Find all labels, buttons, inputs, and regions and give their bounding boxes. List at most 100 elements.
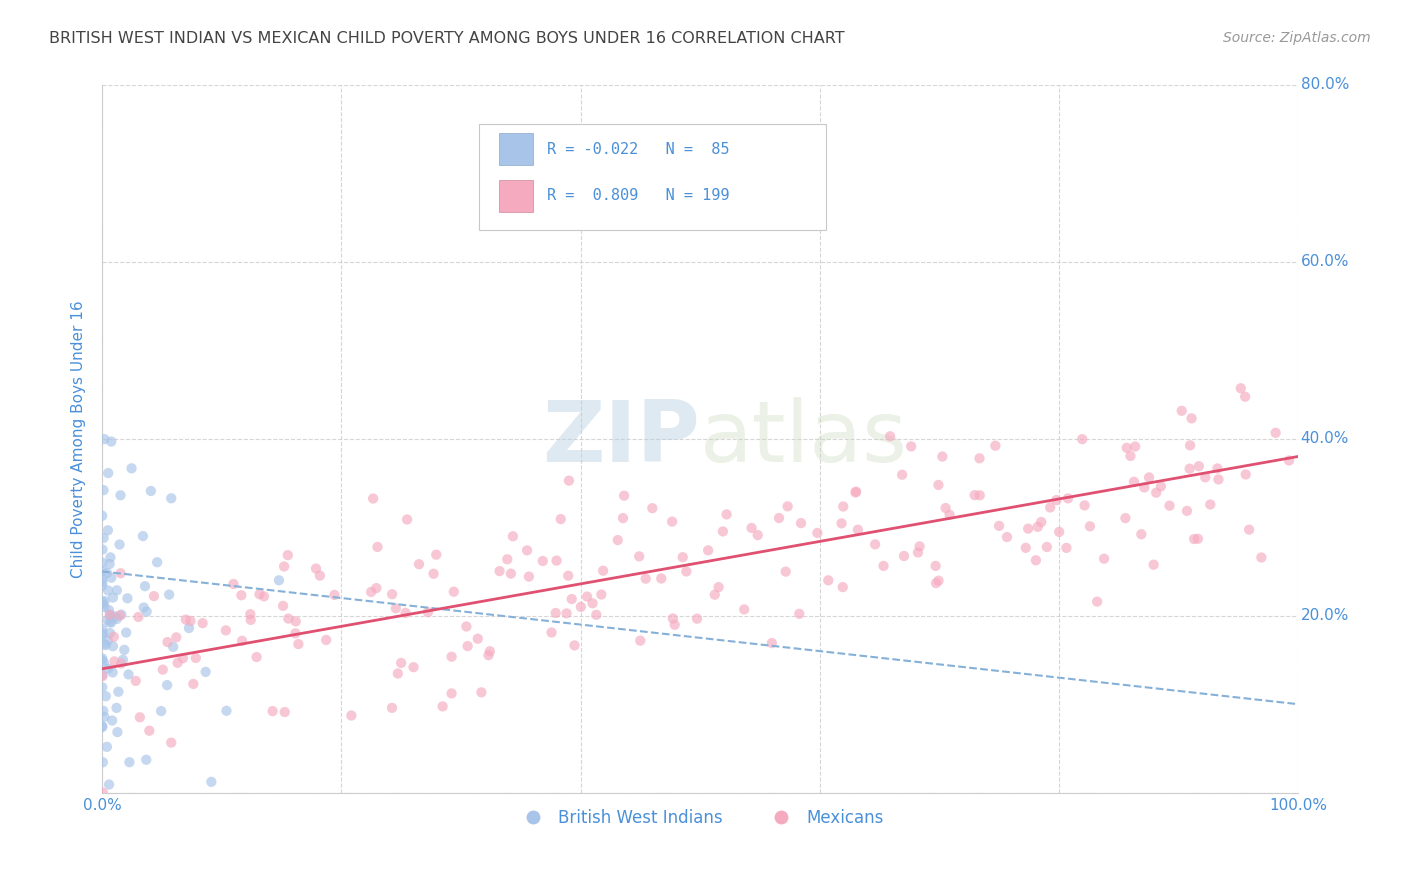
Point: [606, 533, 628, 547]
Point: [98, 626, 121, 640]
Point: [101, 591, 124, 605]
Point: [1123, 440, 1146, 454]
Point: [394, 606, 416, 620]
Point: [110, 607, 132, 622]
Point: [177, 621, 200, 635]
Point: [284, 626, 307, 640]
Text: 20.0%: 20.0%: [1301, 608, 1348, 624]
Point: [1092, 551, 1115, 566]
Point: [396, 512, 419, 526]
Point: [142, 589, 165, 603]
Text: BRITISH WEST INDIAN VS MEXICAN CHILD POVERTY AMONG BOYS UNDER 16 CORRELATION CHA: BRITISH WEST INDIAN VS MEXICAN CHILD POV…: [49, 31, 845, 46]
Point: [585, 607, 607, 622]
Point: [456, 619, 478, 633]
Point: [385, 601, 408, 615]
Point: [101, 665, 124, 680]
Point: [581, 596, 603, 610]
Point: [165, 631, 187, 645]
Point: [879, 429, 901, 443]
Point: [231, 633, 253, 648]
Point: [806, 525, 828, 540]
Point: [97, 633, 120, 648]
Point: [1170, 404, 1192, 418]
Point: [907, 545, 929, 559]
Point: [323, 588, 346, 602]
Point: [1234, 467, 1257, 482]
Point: [900, 439, 922, 453]
FancyBboxPatch shape: [499, 180, 533, 211]
Point: [697, 543, 720, 558]
Point: [97, 662, 120, 676]
Point: [716, 508, 738, 522]
Point: [91, 572, 114, 586]
Point: [1025, 553, 1047, 567]
Point: [98, 615, 121, 629]
Point: [98, 557, 121, 571]
Point: [650, 572, 672, 586]
Text: 60.0%: 60.0%: [1301, 254, 1348, 269]
Point: [239, 613, 262, 627]
Point: [91, 756, 114, 770]
Text: 40.0%: 40.0%: [1301, 432, 1348, 446]
Point: [1078, 519, 1101, 533]
Text: ZIP: ZIP: [543, 397, 700, 480]
Point: [1026, 520, 1049, 534]
Point: [103, 630, 125, 644]
Point: [215, 704, 238, 718]
Point: [91, 508, 114, 523]
Point: [389, 656, 412, 670]
Point: [112, 643, 135, 657]
Point: [1143, 558, 1166, 572]
Point: [267, 574, 290, 588]
Point: [935, 501, 957, 516]
Point: [790, 516, 813, 530]
Point: [1175, 504, 1198, 518]
Point: [844, 485, 866, 500]
Point: [1133, 480, 1156, 494]
Point: [273, 559, 295, 574]
Point: [132, 600, 155, 615]
Point: [150, 704, 173, 718]
Point: [96, 566, 118, 580]
Point: [776, 500, 799, 514]
Point: [741, 521, 763, 535]
Point: [1187, 532, 1209, 546]
Point: [846, 523, 869, 537]
Point: [128, 710, 150, 724]
Point: [132, 529, 155, 543]
Point: [135, 753, 157, 767]
Point: [1017, 522, 1039, 536]
Y-axis label: Child Poverty Among Boys Under 16: Child Poverty Among Boys Under 16: [72, 300, 86, 578]
Point: [360, 585, 382, 599]
Point: [408, 558, 430, 572]
Point: [1264, 425, 1286, 440]
Point: [139, 483, 162, 498]
Point: [1073, 499, 1095, 513]
Point: [747, 528, 769, 542]
Point: [703, 588, 725, 602]
Point: [93, 594, 115, 608]
Point: [787, 607, 810, 621]
Point: [262, 704, 284, 718]
Point: [121, 461, 143, 475]
Point: [432, 699, 454, 714]
Point: [733, 602, 755, 616]
Point: [179, 614, 201, 628]
Point: [381, 587, 404, 601]
Point: [422, 566, 444, 581]
Point: [183, 677, 205, 691]
Point: [162, 640, 184, 654]
Point: [239, 607, 262, 622]
Point: [117, 667, 139, 681]
Point: [231, 588, 253, 602]
Point: [1194, 470, 1216, 484]
Point: [91, 669, 114, 683]
Point: [893, 549, 915, 563]
Point: [174, 613, 197, 627]
Point: [931, 450, 953, 464]
Point: [1115, 441, 1137, 455]
Point: [101, 639, 124, 653]
Point: [284, 615, 307, 629]
Point: [93, 637, 115, 651]
Legend: British West Indians, Mexicans: British West Indians, Mexicans: [510, 803, 890, 834]
